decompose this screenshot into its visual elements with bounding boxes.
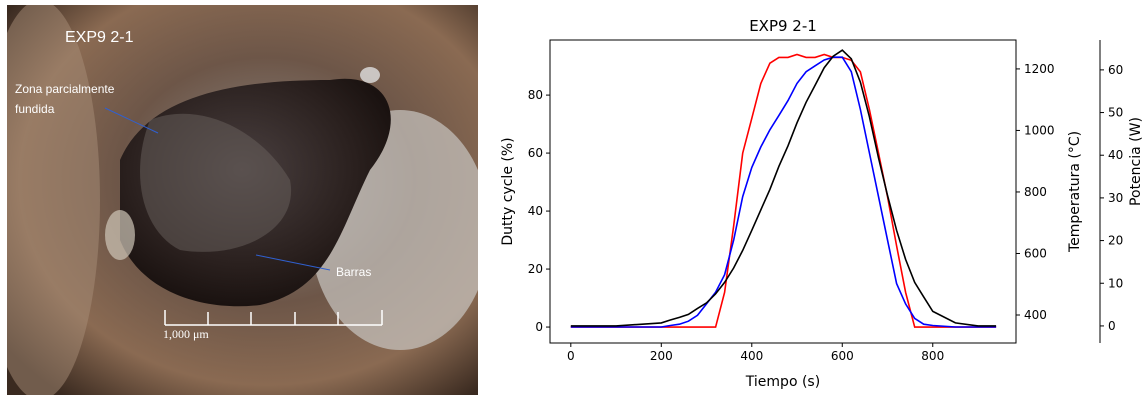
y3-tick-label: 40 xyxy=(1108,148,1123,162)
y-tick-label: 60 xyxy=(528,146,543,160)
y2-tick-label: 1000 xyxy=(1024,123,1055,137)
y3-tick-label: 10 xyxy=(1108,276,1123,290)
y2-tick-label: 800 xyxy=(1024,185,1047,199)
scale-label: 1,000 μm xyxy=(163,327,209,341)
x-tick-label: 0 xyxy=(567,349,575,363)
annotation: Barras xyxy=(336,265,371,279)
y2-tick-label: 600 xyxy=(1024,246,1047,260)
y-tick-label: 20 xyxy=(528,262,543,276)
chart: 0 200 400 600 800 0 20 40 60 80 400 600 800 1000 1200 0… xyxy=(500,17,1144,390)
chart-title: EXP9 2-1 xyxy=(749,17,817,35)
y2-tick-label: 400 xyxy=(1024,308,1047,322)
annotation: fundida xyxy=(15,102,55,116)
y3-axis-label: Potencia (W) xyxy=(1128,117,1144,206)
photo-title: EXP9 2-1 xyxy=(65,29,134,46)
y3-tick-label: 50 xyxy=(1108,106,1123,120)
y2-axis-label: Temperatura (°C) xyxy=(1067,131,1083,253)
series-line xyxy=(570,53,997,328)
plot-frame xyxy=(549,39,1017,344)
x-axis-label: Tiempo (s) xyxy=(745,374,820,390)
photo: EXP9 2-1 Zona parcialmente fundida Barra… xyxy=(7,5,478,395)
series-line xyxy=(570,56,997,328)
y2-tick-label: 1200 xyxy=(1024,62,1055,76)
y3-tick-label: 60 xyxy=(1108,63,1123,77)
x-tick-label: 400 xyxy=(740,349,763,363)
y-tick-label: 40 xyxy=(528,204,543,218)
x-tick-label: 800 xyxy=(921,349,944,363)
y-tick-label: 80 xyxy=(528,88,543,102)
y3-tick-label: 0 xyxy=(1108,319,1116,333)
x-tick-label: 200 xyxy=(650,349,673,363)
y-axis-label: Dutty cycle (%) xyxy=(500,137,516,245)
series-line xyxy=(570,49,997,327)
y3-tick-label: 20 xyxy=(1108,234,1123,248)
y3-tick-label: 30 xyxy=(1108,191,1123,205)
x-tick-label: 600 xyxy=(831,349,854,363)
annotation: Zona parcialmente xyxy=(15,82,115,96)
y-tick-label: 0 xyxy=(535,320,543,334)
